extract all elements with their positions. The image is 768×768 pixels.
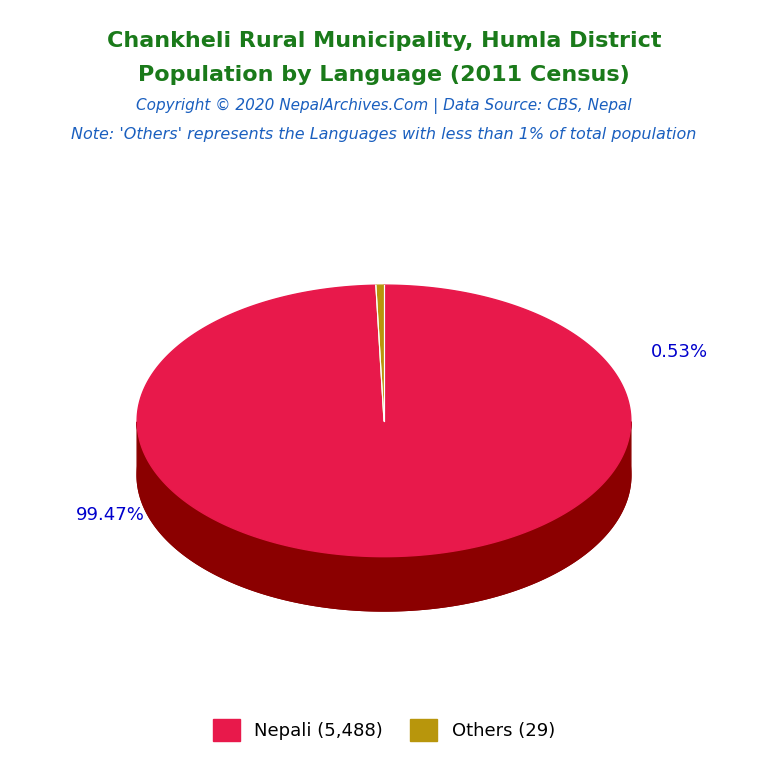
Polygon shape [137, 285, 631, 557]
Polygon shape [376, 285, 384, 421]
Text: 99.47%: 99.47% [75, 505, 144, 524]
Text: Population by Language (2011 Census): Population by Language (2011 Census) [138, 65, 630, 85]
Text: 0.53%: 0.53% [650, 343, 708, 361]
Polygon shape [137, 422, 631, 611]
Legend: Nepali (5,488), Others (29): Nepali (5,488), Others (29) [204, 710, 564, 750]
Text: Note: 'Others' represents the Languages with less than 1% of total population: Note: 'Others' represents the Languages … [71, 127, 697, 142]
Polygon shape [137, 339, 631, 611]
Text: Chankheli Rural Municipality, Humla District: Chankheli Rural Municipality, Humla Dist… [107, 31, 661, 51]
Text: Copyright © 2020 NepalArchives.Com | Data Source: CBS, Nepal: Copyright © 2020 NepalArchives.Com | Dat… [136, 98, 632, 114]
